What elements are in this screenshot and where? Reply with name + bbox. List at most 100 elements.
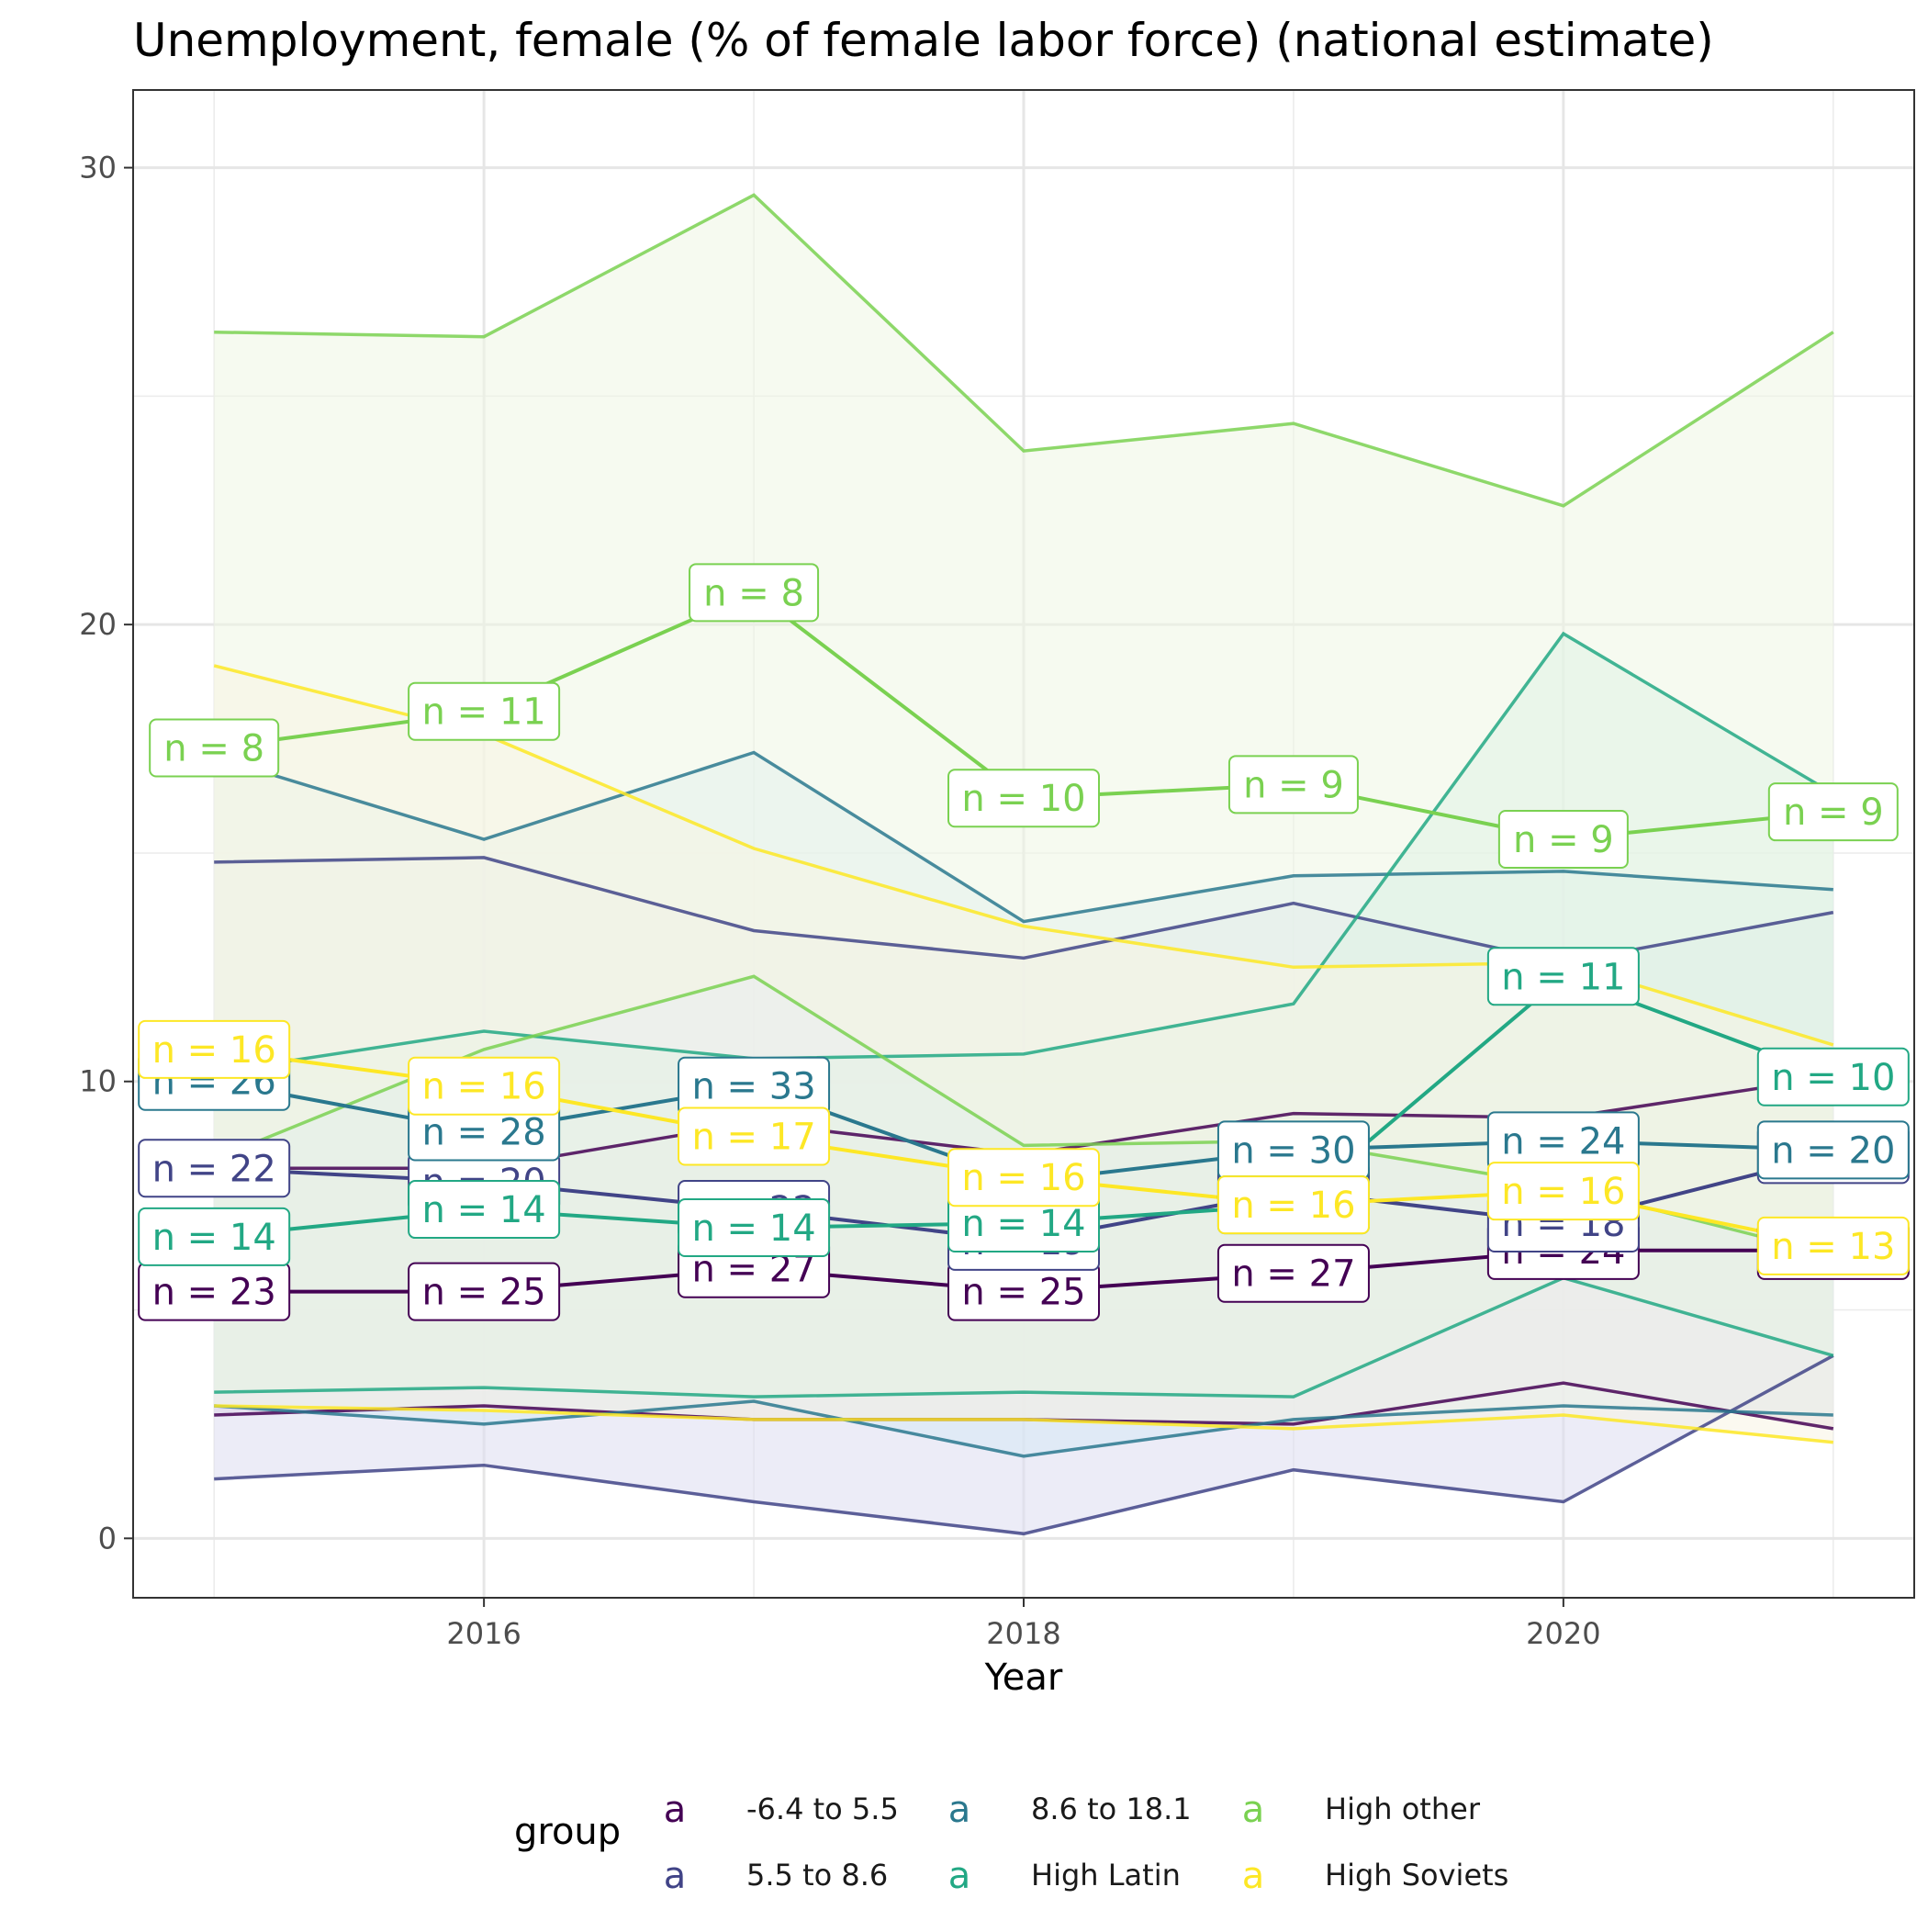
n-label-text: n = 9 — [1783, 792, 1884, 834]
n-label-text: n = 25 — [422, 1272, 546, 1314]
n-label-box — [408, 1180, 561, 1240]
n-label-box — [138, 1019, 291, 1079]
n-label-High Soviets-2020: n = 16 — [1486, 1162, 1640, 1221]
n-label--6.4 to 5.5-2016: n = 25 — [408, 1262, 561, 1321]
axes: 0 10 20 30 2016 2018 2020 — [79, 151, 1600, 1651]
n-label-High other-2018: n = 10 — [947, 769, 1100, 828]
x-tick-label: 2016 — [446, 1616, 521, 1651]
n-label-text: n = 11 — [422, 691, 546, 734]
n-label-box — [408, 681, 561, 741]
legend-item-High other: a High other — [1242, 1789, 1481, 1831]
legend-label: 8.6 to 18.1 — [1031, 1792, 1192, 1826]
n-label--6.4 to 5.5-2018: n = 25 — [947, 1262, 1100, 1321]
n-label-text: n = 14 — [691, 1208, 815, 1250]
upper-line-High Latin — [213, 631, 1834, 1074]
n-label-box — [947, 1148, 1100, 1208]
n-label-box — [1486, 1162, 1640, 1221]
n-label-8.6 to 18.1-2017: n = 33 — [678, 1056, 831, 1116]
n-label-box — [408, 1056, 561, 1116]
n-label-8.6 to 18.1-2021: n = 20 — [1756, 1120, 1910, 1180]
n-label-text: n = 30 — [1231, 1129, 1355, 1172]
n-label-text: n = 16 — [422, 1066, 546, 1108]
y-tick-label: 0 — [98, 1521, 117, 1556]
n-label-High Latin-2016: n = 14 — [408, 1180, 561, 1240]
n-label-text: n = 23 — [152, 1272, 276, 1314]
legend-item-8.6 to 18.1: a 8.6 to 18.1 — [948, 1789, 1192, 1831]
n-label-box — [138, 1139, 291, 1198]
legend-key: a — [664, 1789, 687, 1831]
n-label-box — [1227, 755, 1359, 814]
n-label-text: n = 20 — [1771, 1129, 1895, 1172]
n-label-box — [1216, 1175, 1370, 1235]
legend-label: High other — [1325, 1792, 1481, 1826]
legend-key: a — [1242, 1789, 1265, 1831]
n-label-8.6 to 18.1-2020: n = 24 — [1486, 1111, 1640, 1171]
legend-item-High Latin: a High Latin — [948, 1855, 1181, 1897]
upper-line-8.6 to 18.1 — [213, 750, 1833, 924]
y-tick-label: 20 — [79, 607, 117, 642]
legend-label: High Soviets — [1325, 1858, 1508, 1893]
n-label-text: n = 13 — [1771, 1226, 1895, 1268]
x-axis-title: Year — [984, 1657, 1063, 1699]
n-label-text: n = 9 — [1243, 764, 1344, 806]
n-label-box — [149, 718, 280, 778]
n-label-High Soviets-2017: n = 17 — [678, 1106, 831, 1166]
legend-label: High Latin — [1031, 1858, 1181, 1893]
legend-item--6.4 to 5.5: a -6.4 to 5.5 — [664, 1789, 899, 1831]
x-tick-label: 2020 — [1526, 1616, 1600, 1651]
legend-key: a — [1242, 1855, 1265, 1897]
n-label-text: n = 16 — [152, 1029, 276, 1072]
n-label-box — [678, 1197, 831, 1257]
lower-line-High Soviets — [214, 1404, 1833, 1444]
n-label-High Latin-2018: n = 14 — [947, 1193, 1100, 1252]
n-label-High other-2021: n = 9 — [1767, 782, 1899, 842]
n-label-text: n = 8 — [163, 728, 264, 770]
n-label-text: n = 14 — [152, 1217, 276, 1259]
legend-key: a — [664, 1855, 687, 1897]
n-label-text: n = 22 — [152, 1148, 276, 1190]
n-label-text: n = 10 — [961, 778, 1085, 820]
n-label-text: n = 27 — [1231, 1253, 1355, 1296]
n-label--6.4 to 5.5-2019: n = 27 — [1216, 1243, 1370, 1303]
lower-line-5.5 to 8.6 — [214, 1354, 1834, 1536]
n-label-High Soviets-2018: n = 16 — [947, 1148, 1100, 1208]
n-label-box — [1756, 1120, 1910, 1180]
n-label-text: n = 28 — [422, 1111, 546, 1153]
n-label-box — [1756, 1047, 1910, 1106]
legend-key: a — [948, 1855, 971, 1897]
legend: group a -6.4 to 5.5 a 5.5 to 8.6 a 8.6 to 18.… — [514, 1789, 1508, 1897]
n-label-text: n = 33 — [691, 1066, 815, 1108]
n-label-box — [689, 563, 820, 623]
n-label-High Latin-2015: n = 14 — [138, 1207, 291, 1266]
upper-line-High other — [214, 193, 1834, 508]
legend-items: a -6.4 to 5.5 a 5.5 to 8.6 a 8.6 to 18.1 a High… — [664, 1789, 1509, 1897]
n-label-box — [947, 769, 1100, 828]
n-label-text: n = 10 — [1771, 1057, 1895, 1099]
n-label-High other-2017: n = 8 — [689, 563, 820, 623]
n-label-box — [138, 1207, 291, 1266]
x-tick-label: 2018 — [986, 1616, 1060, 1651]
n-label-High other-2019: n = 9 — [1227, 755, 1359, 814]
n-label-text: n = 8 — [703, 572, 804, 614]
legend-item-High Soviets: a High Soviets — [1242, 1855, 1509, 1897]
n-label-box — [1767, 782, 1899, 842]
n-label-box — [408, 1262, 561, 1321]
chart-title: Unemployment, female (% of female labor … — [133, 14, 1714, 67]
n-label-box — [1486, 947, 1640, 1006]
n-label-High other-2015: n = 8 — [149, 718, 280, 778]
n-label-text: n = 14 — [422, 1189, 546, 1231]
n-label-High Soviets-2021: n = 13 — [1756, 1216, 1910, 1275]
n-label-High other-2016: n = 11 — [408, 681, 561, 741]
legend-title: group — [514, 1811, 621, 1853]
n-label-text: n = 9 — [1513, 819, 1614, 861]
n-label-High Soviets-2016: n = 16 — [408, 1056, 561, 1116]
y-tick-label: 10 — [79, 1064, 117, 1099]
n-label-text: n = 16 — [1501, 1171, 1625, 1213]
n-label-text: n = 14 — [961, 1203, 1085, 1245]
n-label-text: n = 24 — [1501, 1120, 1625, 1163]
n-label-box — [678, 1106, 831, 1166]
n-label-5.5 to 8.6-2015: n = 22 — [138, 1139, 291, 1198]
n-label-layer: n = 23n = 25n = 27n = 25n = 27n = 24n = … — [138, 563, 1910, 1321]
legend-item-5.5 to 8.6: a 5.5 to 8.6 — [664, 1855, 889, 1897]
